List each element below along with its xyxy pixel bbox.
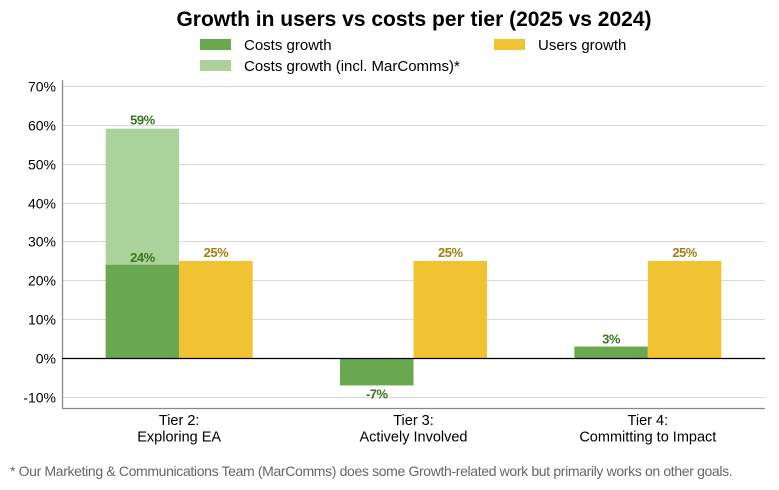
y-tick-label: 10% <box>28 312 56 328</box>
data-label: 25% <box>438 245 463 260</box>
y-tick-label: 50% <box>28 157 56 173</box>
bar-users-growth <box>413 260 487 359</box>
x-category-label-line: Actively Involved <box>360 430 468 446</box>
data-label: 3% <box>602 332 621 347</box>
y-tick-label: 70% <box>28 79 56 95</box>
data-label: 59% <box>130 113 155 128</box>
data-label: 25% <box>672 245 697 260</box>
y-tick-label: 20% <box>28 273 56 289</box>
data-labels: 59% 24% 25% -7% 25% 3% 25% <box>130 113 698 402</box>
legend-label: Users growth <box>538 37 626 54</box>
legend: Costs growth Users growth Costs growth (in… <box>200 37 626 75</box>
legend-swatch <box>200 60 231 71</box>
x-category-label: Tier 2: Exploring EA <box>137 413 221 446</box>
bar-costs-growth <box>105 264 180 359</box>
y-tick-label: 30% <box>28 234 56 250</box>
legend-swatch <box>494 39 525 50</box>
y-tick-label: 0% <box>36 351 56 367</box>
y-tick-label: 40% <box>28 196 56 212</box>
y-tick-label: -10% <box>23 390 56 406</box>
data-label: 25% <box>204 245 229 260</box>
x-category-label-line: Exploring EA <box>137 430 221 446</box>
bar-costs-growth <box>340 358 414 386</box>
x-category-label-line: Committing to Impact <box>579 430 716 446</box>
data-label: -7% <box>366 386 389 401</box>
legend-label: Costs growth (incl. MarComms)* <box>244 58 460 75</box>
x-category-label-line: Tier 2: <box>159 413 200 429</box>
x-category-label: Tier 4: Committing to Impact <box>579 413 716 446</box>
data-label: 24% <box>130 250 155 265</box>
y-tick-label: 60% <box>28 118 56 134</box>
bars <box>105 128 722 386</box>
bar-users-growth <box>179 260 253 359</box>
x-category-label-line: Tier 4: <box>628 413 669 429</box>
bar-users-growth <box>647 260 722 359</box>
bar-costs-growth <box>574 346 648 359</box>
axes: -10% 0% 10% 20% 30% 40% 50% 60% 70% Tier 2: Explor… <box>23 79 765 446</box>
legend-swatch <box>200 39 231 50</box>
x-category-label-line: Tier 3: <box>393 413 434 429</box>
legend-label: Costs growth <box>244 37 332 54</box>
x-category-label: Tier 3: Actively Involved <box>360 413 468 446</box>
chart-title: Growth in users vs costs per tier (2025 … <box>176 8 651 31</box>
footnote: * Our Marketing & Communications Team (M… <box>10 463 733 479</box>
